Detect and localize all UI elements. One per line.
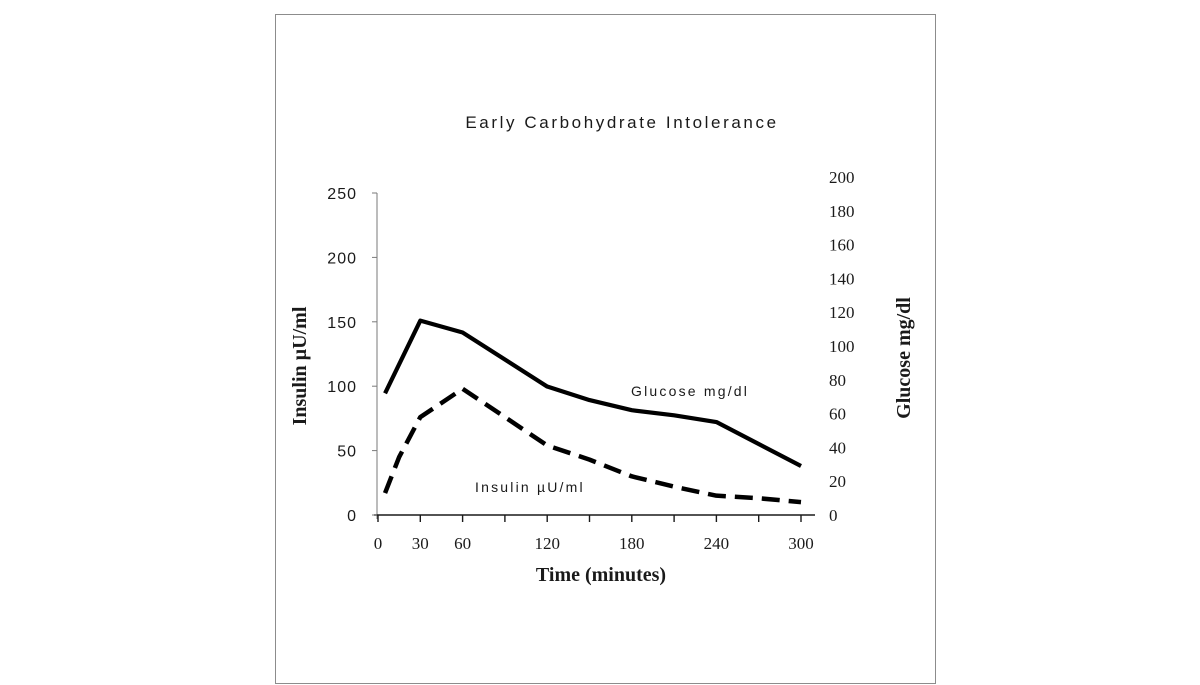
- right-axis-ticks: 0 20 40 60 80 100 120 140 160 180 200: [829, 168, 855, 525]
- x-axis-title: Time (minutes): [536, 564, 666, 586]
- left-tick-label: 100: [327, 379, 357, 396]
- left-tick-label: 50: [337, 444, 357, 461]
- x-tick-label: 60: [454, 534, 471, 553]
- x-tick-label: 30: [412, 534, 429, 553]
- insulin-line: [382, 386, 802, 505]
- right-tick-label: 140: [829, 269, 855, 288]
- x-tick-label: 120: [534, 534, 560, 553]
- glucose-series-label: Glucose mg/dl: [631, 383, 749, 399]
- right-tick-label: 100: [829, 337, 855, 356]
- right-tick-label: 0: [829, 506, 838, 525]
- chart-title: Early Carbohydrate Intolerance: [465, 113, 778, 132]
- right-axis-title: Glucose mg/dl: [893, 297, 915, 419]
- left-axis-ticks: 0 50 100 150 200 250: [327, 186, 377, 525]
- right-tick-label: 160: [829, 236, 855, 255]
- x-tick-label: 180: [619, 534, 645, 553]
- x-tick-label: 240: [704, 534, 730, 553]
- x-tick-label: 300: [788, 534, 814, 553]
- chart-frame: Early Carbohydrate Intolerance 0 50 100 150…: [275, 14, 936, 684]
- series-group: [382, 318, 802, 505]
- left-tick-label: 200: [327, 250, 357, 267]
- right-tick-label: 200: [829, 168, 855, 187]
- left-axis-title: Insulin µU/ml: [289, 306, 311, 425]
- right-tick-label: 180: [829, 202, 855, 221]
- insulin-series-label: Insulin µU/ml: [475, 479, 585, 495]
- chart-svg: Early Carbohydrate Intolerance 0 50 100 150…: [289, 113, 915, 586]
- left-tick-label: 150: [327, 315, 357, 332]
- right-tick-label: 120: [829, 303, 855, 322]
- right-tick-label: 40: [829, 438, 846, 457]
- axes: [374, 193, 815, 519]
- x-axis-ticks: 0 30 60 120 180 240 300: [374, 515, 814, 553]
- glucose-line: [383, 318, 802, 468]
- right-tick-label: 80: [829, 371, 846, 390]
- x-tick-label: 0: [374, 534, 383, 553]
- left-tick-label: 250: [327, 186, 357, 203]
- left-tick-label: 0: [347, 508, 357, 525]
- right-tick-label: 20: [829, 472, 846, 491]
- right-tick-label: 60: [829, 405, 846, 424]
